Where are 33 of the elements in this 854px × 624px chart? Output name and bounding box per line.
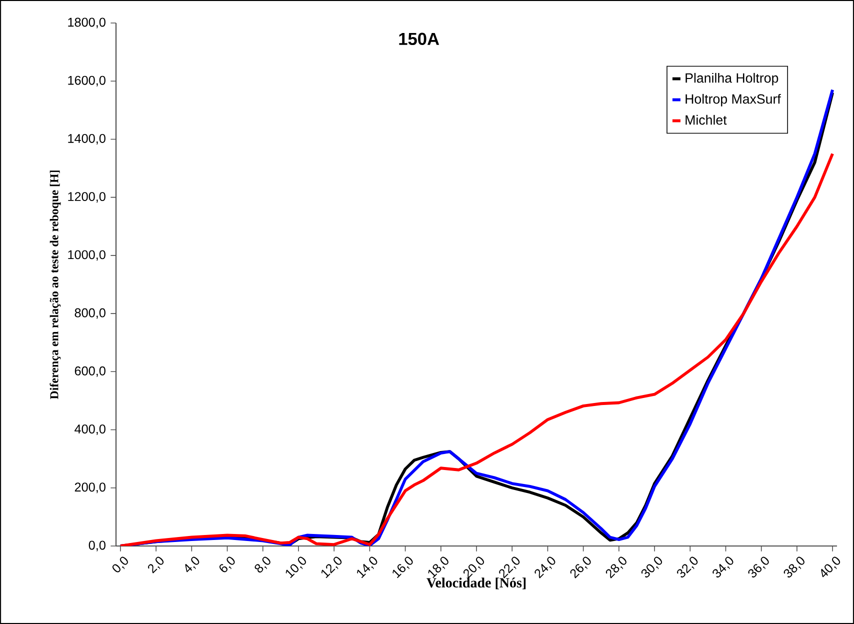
legend-label: Michlet [686,114,727,125]
x-tick-label: 2,0 [148,556,164,574]
x-tick-label: 34,0 [712,556,734,578]
x-axis-title: Velocidade [Nós] [426,578,526,590]
y-tick-label: 1200,0 [68,192,106,203]
x-tick-label: 4,0 [185,556,200,572]
y-tick-label: 800,0 [74,308,106,319]
y-tick-label: 400,0 [74,424,106,436]
y-tick-label: 0,0 [88,540,106,552]
x-tick-label: 20,0 [463,556,484,578]
y-tick-label: 1400,0 [68,134,106,144]
x-tick-label: 6,0 [219,556,235,572]
y-tick-label: 1600,0 [68,76,106,86]
legend-label: Holtrop MaxSurf [686,94,781,106]
y-tick-label: 1800,0 [68,18,106,28]
x-tick-label: 32,0 [676,556,698,578]
x-tick-label: 30,0 [641,556,662,578]
chart-title: 150A [399,32,440,46]
x-tick-label: 16,0 [392,556,413,578]
y-tick-label: 600,0 [74,366,106,377]
y-tick-label: 200,0 [74,482,106,494]
legend-label: Planilha Holtrop [686,72,778,86]
x-tick-label: 38,0 [784,556,804,578]
x-tick-label: 14,0 [357,556,378,578]
x-tick-label: 0,0 [112,556,128,572]
x-tick-label: 10,0 [286,556,306,578]
x-tick-label: 8,0 [254,556,270,573]
x-tick-label: 36,0 [748,556,769,578]
x-tick-label: 18,0 [428,556,448,578]
x-tick-label: 12,0 [321,556,342,578]
y-tick-label: 1000,0 [68,250,106,261]
x-tick-label: 40,0 [821,556,840,578]
y-axis-title: Diferença em relação ao teste de reboque [H] [50,170,61,400]
